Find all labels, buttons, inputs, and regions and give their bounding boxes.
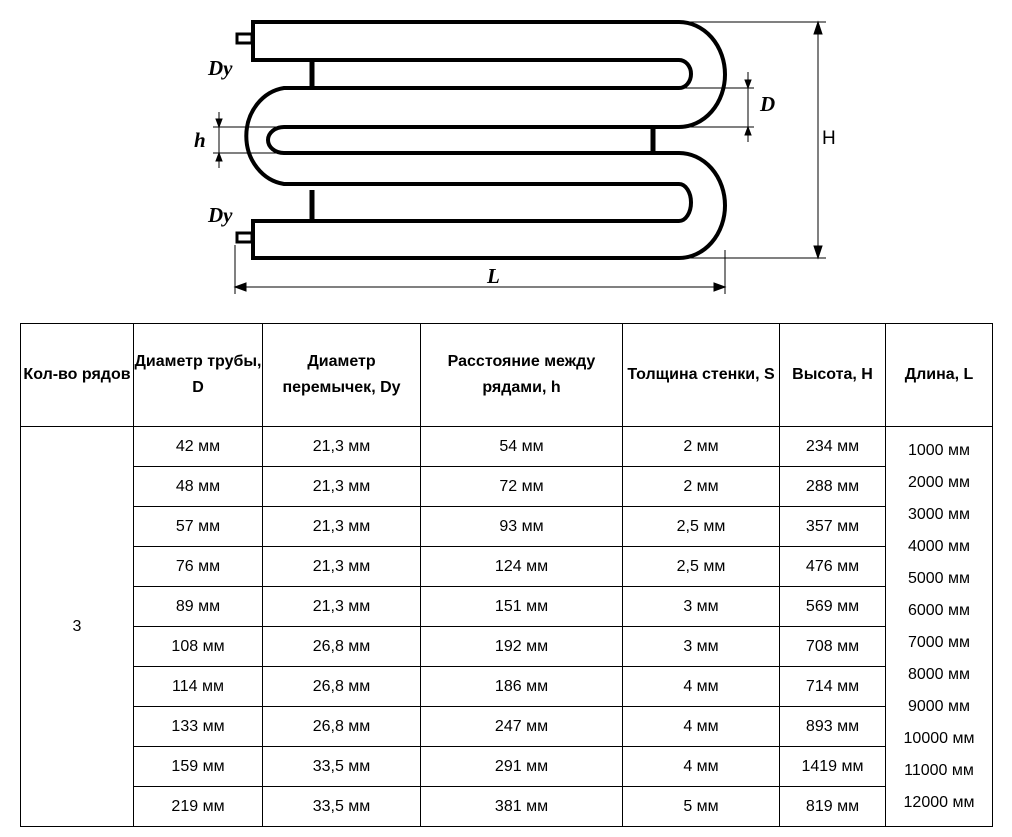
table-cell: 108 мм	[133, 626, 263, 667]
table-row: 3 42 мм 21,3 мм 54 мм 2 мм 234 мм 1000 мм 2000 …	[20, 426, 993, 827]
rows-count-cell: 3	[20, 426, 134, 827]
table-cell: 2 мм	[622, 466, 780, 507]
length-option: 2000 мм	[907, 473, 971, 491]
serpentine-pipe	[235, 20, 727, 260]
length-option: 5000 мм	[907, 569, 971, 587]
table-row: 114 мм 26,8 мм 186 мм 4 мм 714 мм	[21, 666, 993, 707]
length-option: 10000 мм	[903, 729, 975, 747]
table-cell: 219 мм	[133, 786, 263, 827]
table-cell: 48 мм	[133, 466, 263, 507]
length-option: 4000 мм	[907, 537, 971, 555]
label-dy-bottom: Dy	[207, 203, 233, 227]
table-cell: 2,5 мм	[622, 546, 780, 587]
label-d: D	[759, 92, 775, 116]
table-cell: 476 мм	[779, 546, 886, 587]
table-cell: 72 мм	[420, 466, 623, 507]
length-option: 8000 мм	[907, 665, 971, 683]
table-row: 108 мм 26,8 мм 192 мм 3 мм 708 мм	[21, 626, 993, 667]
table-cell: 4 мм	[622, 746, 780, 787]
table-cell: 5 мм	[622, 786, 780, 827]
table-cell: 819 мм	[779, 786, 886, 827]
table-cell: 57 мм	[133, 506, 263, 547]
table-cell: 247 мм	[420, 706, 623, 747]
table-cell: 26,8 мм	[262, 666, 421, 707]
label-height: H	[822, 128, 836, 149]
dimension-lines	[213, 20, 826, 294]
header-pipe-diameter: Диаметр трубы, D	[133, 323, 263, 427]
table-cell: 288 мм	[779, 466, 886, 507]
table-cell: 151 мм	[420, 586, 623, 627]
table-cell: 21,3 мм	[262, 586, 421, 627]
table-cell: 1419 мм	[779, 746, 886, 787]
header-jumper-diameter: Диаметр перемычек, Dy	[262, 323, 421, 427]
label-h: h	[194, 128, 206, 152]
table-row: 57 мм 21,3 мм 93 мм 2,5 мм 357 мм	[21, 506, 993, 547]
coil-diagram: Dy Dy h D L H	[194, 20, 836, 294]
table-cell: 291 мм	[420, 746, 623, 787]
table-cell: 186 мм	[420, 666, 623, 707]
table-cell: 192 мм	[420, 626, 623, 667]
table-cell: 714 мм	[779, 666, 886, 707]
table-cell: 124 мм	[420, 546, 623, 587]
table-cell: 76 мм	[133, 546, 263, 587]
label-dy-top: Dy	[207, 56, 233, 80]
specs-table: Кол-во рядов Диаметр трубы, D Диаметр пе…	[20, 323, 993, 827]
table-cell: 93 мм	[420, 506, 623, 547]
table-cell: 42 мм	[133, 426, 263, 467]
table-cell: 89 мм	[133, 586, 263, 627]
table-cell: 26,8 мм	[262, 706, 421, 747]
table-row: 48 мм 21,3 мм 72 мм 2 мм 288 мм	[21, 466, 993, 507]
table-cell: 2,5 мм	[622, 506, 780, 547]
header-row: Кол-во рядов Диаметр трубы, D Диаметр пе…	[20, 323, 993, 427]
table-row: 89 мм 21,3 мм 151 мм 3 мм 569 мм	[21, 586, 993, 627]
length-option: 7000 мм	[907, 633, 971, 651]
table-row: 159 мм 33,5 мм 291 мм 4 мм 1419 мм	[21, 746, 993, 787]
length-option: 6000 мм	[907, 601, 971, 619]
table-cell: 26,8 мм	[262, 626, 421, 667]
table-cell: 114 мм	[133, 666, 263, 707]
length-option: 3000 мм	[907, 505, 971, 523]
table-cell: 357 мм	[779, 506, 886, 547]
header-height: Высота, H	[779, 323, 886, 427]
table-cell: 708 мм	[779, 626, 886, 667]
length-option: 9000 мм	[907, 697, 971, 715]
table-cell: 3 мм	[622, 626, 780, 667]
table-cell: 33,5 мм	[262, 746, 421, 787]
table-cell: 21,3 мм	[262, 466, 421, 507]
table-cell: 569 мм	[779, 586, 886, 627]
table-row: 76 мм 21,3 мм 124 мм 2,5 мм 476 мм	[21, 546, 993, 587]
label-l: L	[486, 264, 500, 288]
header-row-spacing: Расстояние между рядами, h	[420, 323, 623, 427]
table-cell: 234 мм	[779, 426, 886, 467]
table-cell: 54 мм	[420, 426, 623, 467]
table-cell: 4 мм	[622, 666, 780, 707]
table-row: 133 мм 26,8 мм 247 мм 4 мм 893 мм	[21, 706, 993, 747]
table-cell: 2 мм	[622, 426, 780, 467]
table-cell: 21,3 мм	[262, 506, 421, 547]
table-cell: 133 мм	[133, 706, 263, 747]
table-cell: 4 мм	[622, 706, 780, 747]
length-option: 12000 мм	[903, 793, 975, 811]
length-option: 11000 мм	[904, 761, 974, 779]
table-cell: 893 мм	[779, 706, 886, 747]
table-cell: 159 мм	[133, 746, 263, 787]
table-cell: 21,3 мм	[262, 546, 421, 587]
lengths-cell: 1000 мм 2000 мм 3000 мм 4000 мм 5000 мм 6000 …	[885, 426, 993, 827]
table-cell: 381 мм	[420, 786, 623, 827]
table-cell: 3 мм	[622, 586, 780, 627]
header-length: Длина, L	[885, 323, 993, 427]
header-wall-thickness: Толщина стенки, S	[622, 323, 780, 427]
header-rows-count: Кол-во рядов	[20, 323, 134, 427]
table-row: 219 мм 33,5 мм 381 мм 5 мм 819 мм	[21, 786, 993, 827]
table-cell: 33,5 мм	[262, 786, 421, 827]
length-option: 1000 мм	[907, 441, 971, 459]
table-cell: 21,3 мм	[262, 426, 421, 467]
